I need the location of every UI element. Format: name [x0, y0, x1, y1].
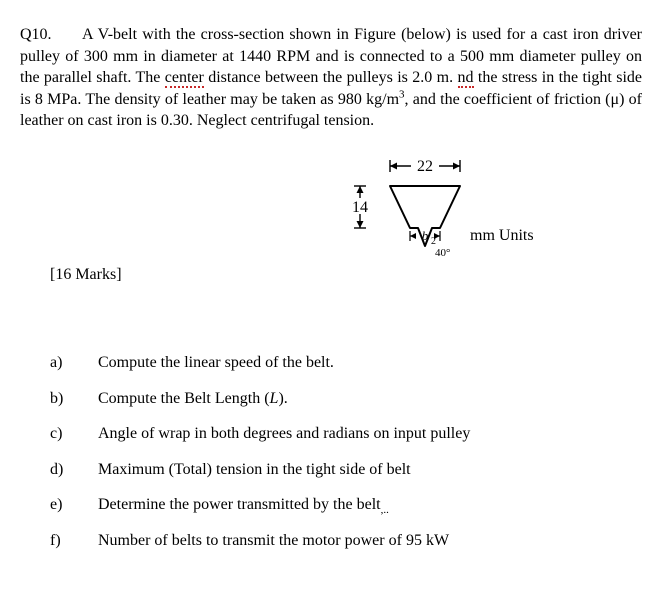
figure-area: 22 14 b240° mm Units [16 Marks] [20, 152, 642, 312]
part-text: Maximum (Total) tension in the tight sid… [98, 459, 642, 481]
part-label: c) [50, 423, 98, 445]
svg-text:40°: 40° [435, 247, 450, 259]
svg-text:2: 2 [431, 236, 436, 247]
part-row: d)Maximum (Total) tension in the tight s… [50, 459, 642, 481]
parts-list: a)Compute the linear speed of the belt.b… [50, 352, 642, 552]
part-label: d) [50, 459, 98, 481]
question-number: Q10. [20, 26, 52, 43]
svg-text:14: 14 [352, 199, 368, 216]
svg-text:mm Units: mm Units [470, 227, 534, 244]
part-label: a) [50, 352, 98, 374]
marks-label: [16 Marks] [50, 264, 122, 286]
part-row: c)Angle of wrap in both degrees and radi… [50, 423, 642, 445]
part-row: f)Number of belts to transmit the motor … [50, 530, 642, 552]
part-text: Compute the linear speed of the belt. [98, 352, 642, 374]
part-row: e)Determine the power transmitted by the… [50, 494, 642, 516]
part-text: Determine the power transmitted by the b… [98, 494, 642, 516]
svg-text:b: b [422, 228, 429, 243]
part-row: b)Compute the Belt Length (L). [50, 388, 642, 410]
part-label: f) [50, 530, 98, 552]
part-text: Angle of wrap in both degrees and radian… [98, 423, 642, 445]
part-label: b) [50, 388, 98, 410]
part-text: Compute the Belt Length (L). [98, 388, 642, 410]
part-row: a)Compute the linear speed of the belt. [50, 352, 642, 374]
part-label: e) [50, 494, 98, 516]
part-text: Number of belts to transmit the motor po… [98, 530, 642, 552]
problem-body: A V-belt with the cross-section shown in… [20, 26, 642, 129]
svg-text:22: 22 [417, 158, 433, 175]
cross-section-diagram: 22 14 b240° mm Units [305, 152, 545, 309]
problem-statement: Q10. A V-belt with the cross-section sho… [20, 24, 642, 132]
